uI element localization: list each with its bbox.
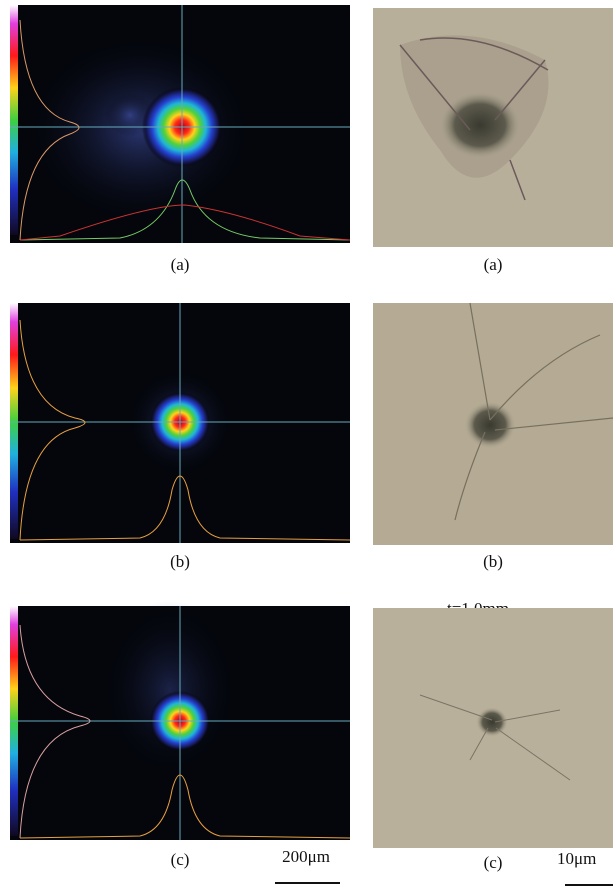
caption: (c) — [171, 850, 190, 869]
micrograph-a — [373, 8, 613, 247]
scale-bar-label: 200μm — [282, 847, 330, 866]
page: {"beam_profiles": {"captions": ["(a)", "… — [0, 0, 613, 892]
caption: (c) — [484, 853, 503, 872]
caption: (b) — [170, 552, 190, 571]
caption: (b) — [483, 552, 503, 571]
caption: (a) — [171, 255, 190, 274]
micrograph-b — [373, 303, 613, 545]
beam-profile-b — [10, 303, 350, 543]
micrograph-c — [373, 608, 613, 848]
caption: (a) — [484, 255, 503, 274]
scale-bar-label: 10μm — [557, 849, 596, 868]
beam-profile-a — [10, 5, 350, 243]
figure: t=1.0mm — [0, 0, 613, 892]
beam-profile-c — [10, 600, 350, 840]
